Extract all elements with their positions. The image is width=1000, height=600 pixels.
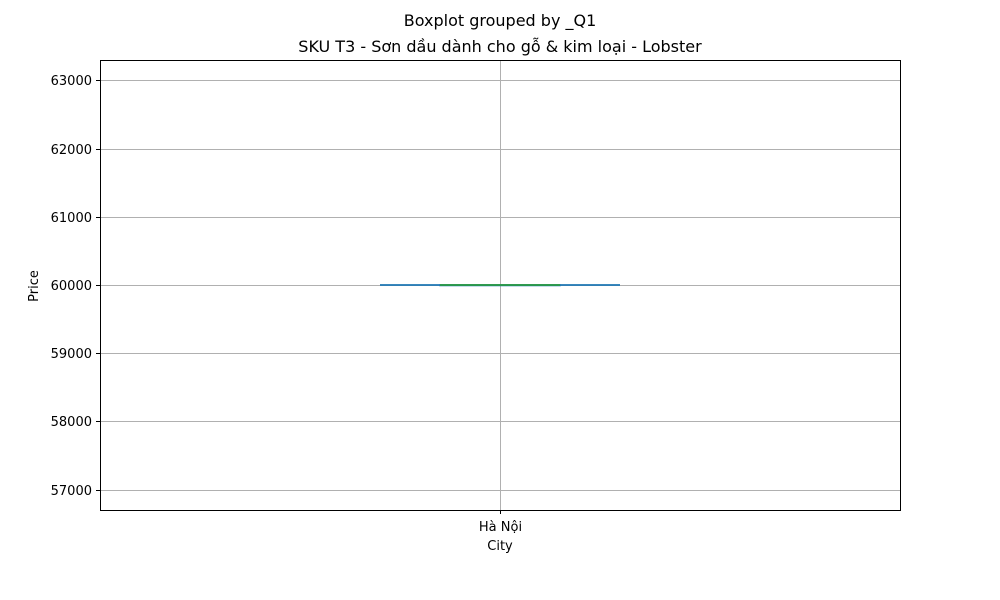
box-series bbox=[380, 284, 620, 287]
y-tick-label: 60000 bbox=[51, 279, 92, 294]
x-axis-label: City bbox=[487, 539, 513, 554]
x-tick-label: Hà Nội bbox=[479, 520, 522, 535]
y-tick-label: 59000 bbox=[51, 347, 92, 362]
figure-suptitle: Boxplot grouped by _Q1 bbox=[404, 11, 597, 31]
y-tick-label: 58000 bbox=[51, 415, 92, 430]
x-axis-ticks: Hà Nội bbox=[479, 510, 522, 535]
y-axis-label: Price bbox=[27, 270, 42, 302]
chart-title: SKU T3 - Sơn dầu dành cho gỗ & kim loại … bbox=[298, 37, 702, 56]
y-tick-label: 61000 bbox=[51, 211, 92, 226]
plot-area-frame bbox=[100, 60, 901, 511]
y-axis-ticks: 57000 58000 59000 60000 61000 62000 63000 bbox=[51, 74, 100, 499]
y-tick-label: 57000 bbox=[51, 484, 92, 499]
y-tick-label: 63000 bbox=[51, 74, 92, 89]
gridlines bbox=[100, 60, 900, 510]
y-tick-label: 62000 bbox=[51, 143, 92, 158]
